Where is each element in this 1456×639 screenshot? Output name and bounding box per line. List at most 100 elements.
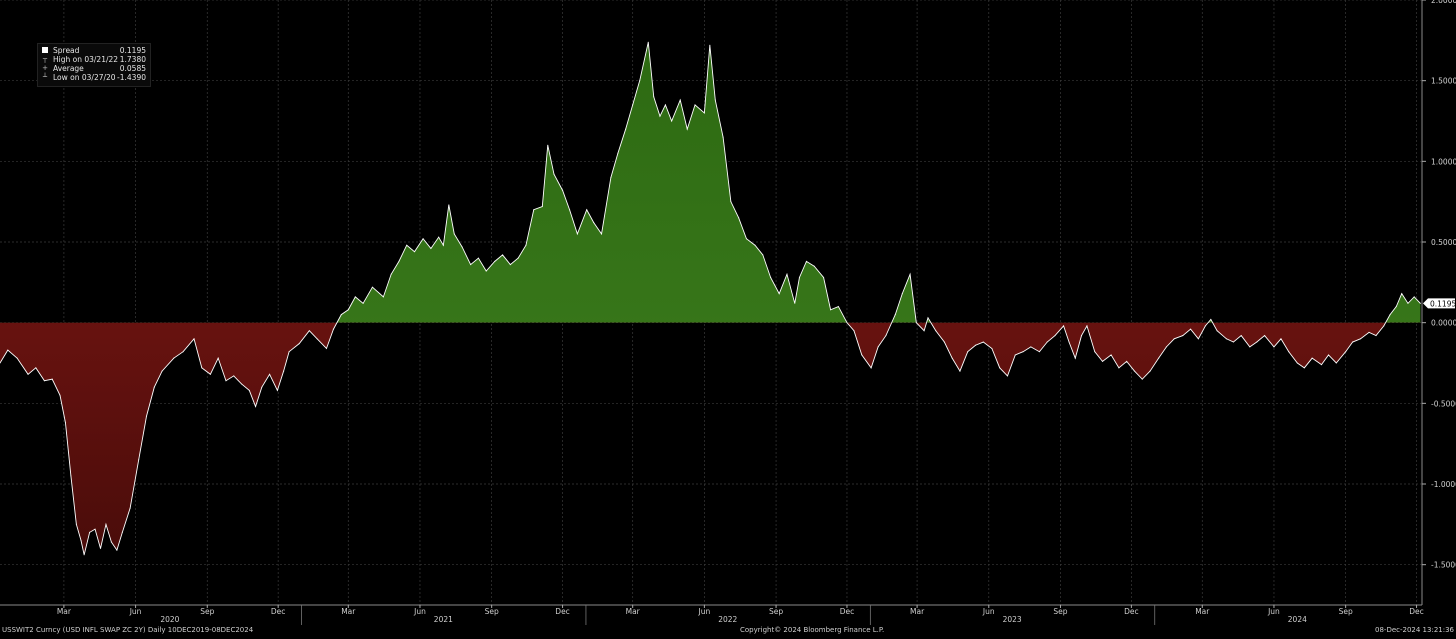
data-point [355, 296, 356, 297]
data-point [299, 343, 300, 344]
data-point [916, 322, 917, 323]
data-point [288, 351, 289, 352]
data-point [1075, 358, 1076, 359]
data-point [27, 374, 28, 375]
data-point [261, 387, 262, 388]
data-point [601, 233, 602, 234]
data-point [1030, 346, 1031, 347]
data-point [1190, 329, 1191, 330]
data-point [1054, 335, 1055, 336]
data-point [1368, 332, 1369, 333]
data-point [1312, 358, 1313, 359]
data-point [210, 374, 211, 375]
data-point [885, 335, 886, 336]
data-point [617, 153, 618, 154]
data-point [1336, 362, 1337, 363]
data-point [1280, 338, 1281, 339]
data-point [201, 367, 202, 368]
data-point [1401, 293, 1402, 294]
data-point [593, 222, 594, 223]
data-point [1273, 346, 1274, 347]
x-tick-label: Dec [1409, 607, 1424, 616]
y-tick-label: -1.0000 [1431, 480, 1456, 489]
x-year-label: 2024 [1288, 615, 1307, 624]
data-point [1102, 361, 1103, 362]
data-point [799, 277, 800, 278]
data-point [838, 306, 839, 307]
data-point [944, 341, 945, 342]
data-point [671, 120, 672, 121]
data-point [1149, 370, 1150, 371]
data-point [806, 261, 807, 262]
x-tick-label: Mar [57, 607, 72, 616]
low-marker-icon: ┴ [41, 73, 49, 82]
data-point [1174, 338, 1175, 339]
legend-label: Average [53, 64, 84, 73]
data-point [494, 261, 495, 262]
data-point [255, 406, 256, 407]
data-point [454, 233, 455, 234]
data-point [1288, 351, 1289, 352]
data-point [1047, 341, 1048, 342]
data-point [309, 330, 310, 331]
data-point [586, 209, 587, 210]
data-point [518, 258, 519, 259]
x-year-label: 2022 [718, 615, 737, 624]
data-point [461, 246, 462, 247]
x-year-label: 2023 [1003, 615, 1022, 624]
x-tick-label: Mar [341, 607, 356, 616]
data-point [1345, 351, 1346, 352]
data-point [443, 245, 444, 246]
x-tick-label: Mar [626, 607, 641, 616]
last-value-marker: 0.1195 [1423, 298, 1456, 308]
data-point [1360, 338, 1361, 339]
data-point [871, 367, 872, 368]
data-point [161, 370, 162, 371]
y-tick-label: 1.5000 [1431, 77, 1456, 86]
average-marker-icon: + [41, 64, 49, 73]
data-point [146, 416, 147, 417]
legend-value: 0.0585 [120, 64, 146, 73]
data-point [333, 329, 334, 330]
data-point [269, 374, 270, 375]
data-point [249, 390, 250, 391]
data-point [746, 238, 747, 239]
x-tick-label: Dec [271, 607, 286, 616]
data-point [1321, 364, 1322, 365]
data-point [569, 209, 570, 210]
data-point [154, 387, 155, 388]
data-point [738, 217, 739, 218]
data-point [577, 233, 578, 234]
data-point [830, 309, 831, 310]
data-point [1420, 303, 1421, 304]
data-point [665, 104, 666, 105]
data-point [116, 550, 117, 551]
x-tick-label: Mar [910, 607, 925, 616]
data-point [704, 112, 705, 113]
legend-row-high: ┬ High on 03/21/22 1.7380 [38, 55, 150, 64]
footer-copyright: Copyright© 2024 Bloomberg Finance L.P. [740, 626, 884, 634]
y-tick-label: 2.0000 [1431, 0, 1456, 5]
data-point [1383, 325, 1384, 326]
data-point [722, 137, 723, 138]
data-point [406, 245, 407, 246]
data-point [1039, 351, 1040, 352]
data-point [94, 529, 95, 530]
data-point [762, 254, 763, 255]
data-point [348, 309, 349, 310]
data-point [1352, 341, 1353, 342]
data-point [1007, 375, 1008, 376]
data-point [233, 375, 234, 376]
data-point [895, 314, 896, 315]
data-point [823, 277, 824, 278]
data-point [1205, 325, 1206, 326]
data-point [1094, 351, 1095, 352]
data-point [1210, 319, 1211, 320]
data-point [730, 201, 731, 202]
data-point [846, 322, 847, 323]
data-point [999, 367, 1000, 368]
data-point [952, 358, 953, 359]
data-point [542, 206, 543, 207]
data-point [975, 345, 976, 346]
positive-area [0, 42, 1420, 555]
